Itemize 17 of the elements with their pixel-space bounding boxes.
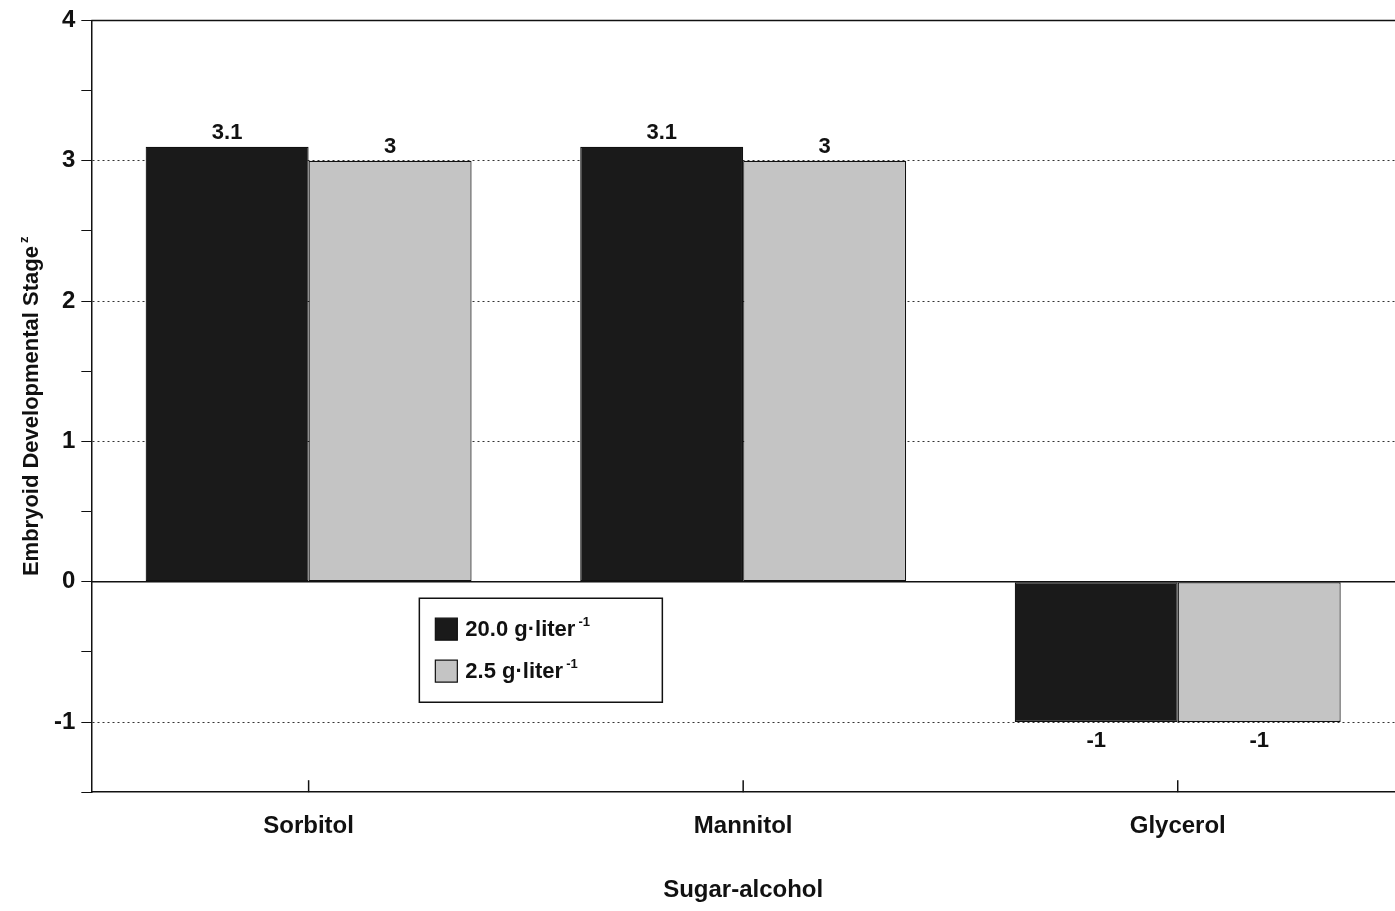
x-tick-label: Mannitol: [693, 811, 793, 839]
data-label: 3.1: [211, 118, 243, 144]
data-label: -1: [1086, 727, 1107, 753]
data-label: 3: [383, 132, 397, 158]
y-tick-label: 1: [61, 426, 76, 454]
y-tick-label: 2: [61, 285, 76, 313]
x-axis-title: Sugar-alcohol: [663, 874, 824, 902]
x-tick-label: Sorbitol: [263, 811, 354, 839]
y-tick-label: 3: [61, 145, 76, 173]
y-tick-label: -1: [54, 706, 76, 734]
data-label: -1: [1249, 727, 1269, 753]
data-label: 3.1: [646, 118, 677, 144]
y-tick-label: 4: [61, 5, 76, 33]
data-label: 3: [818, 132, 831, 158]
y-tick-label: 0: [61, 566, 76, 594]
x-tick-label: Glycerol: [1129, 811, 1226, 839]
y-axis-title: Embryoid Developmental Stagez: [15, 236, 44, 577]
